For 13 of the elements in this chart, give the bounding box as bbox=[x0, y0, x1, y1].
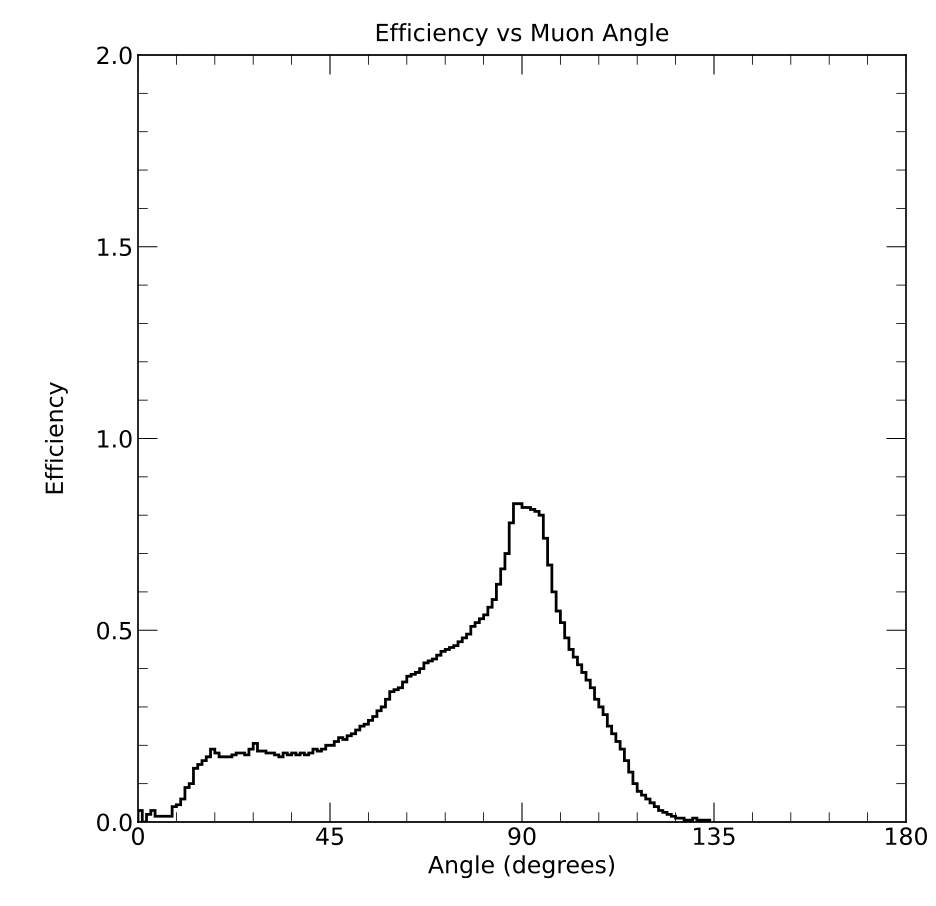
chart-title: Efficiency vs Muon Angle bbox=[376, 23, 668, 46]
y-tick-label: 1.5 bbox=[98, 238, 132, 256]
y-tick-label: 2.0 bbox=[97, 46, 132, 64]
x-tick-label: 0 bbox=[132, 827, 144, 846]
x-tick-label: 45 bbox=[316, 828, 343, 846]
y-tick-label: 0.0 bbox=[97, 813, 132, 832]
y-axis-title: Efficiency bbox=[44, 382, 68, 494]
x-tick-label: 135 bbox=[694, 827, 734, 846]
x-axis-title: Angle (degrees) bbox=[428, 855, 614, 878]
y-tick-label: 0.5 bbox=[97, 622, 132, 640]
x-tick-label: 90 bbox=[508, 827, 536, 846]
x-tick-label: 180 bbox=[886, 827, 927, 846]
y-tick-label: 1.0 bbox=[98, 430, 132, 448]
